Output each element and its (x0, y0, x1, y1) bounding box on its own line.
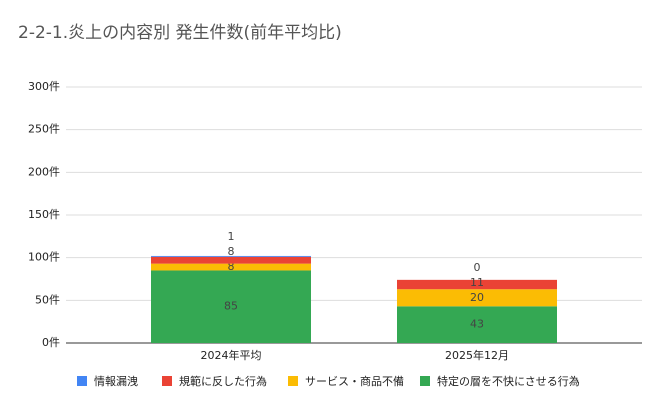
legend-swatch (162, 376, 172, 386)
legend-label: サービス・商品不備 (305, 374, 404, 388)
y-tick-label: 100件 (28, 251, 60, 264)
y-tick-label: 300件 (28, 80, 60, 93)
legend-swatch (420, 376, 430, 386)
chart-title: 2-2-1.炎上の内容別 発生件数(前年平均比) (18, 23, 342, 43)
legend-swatch (288, 376, 298, 386)
data-label: 8 (228, 245, 235, 258)
legend-label: 特定の層を不快にさせる行為 (437, 374, 580, 388)
data-label: 43 (470, 318, 484, 331)
y-tick-label: 200件 (28, 165, 60, 178)
y-tick-label: 0件 (42, 336, 60, 349)
data-label: 85 (224, 300, 238, 313)
bar-segment (397, 306, 557, 343)
data-label: 1 (228, 230, 235, 243)
data-label: 8 (228, 260, 235, 273)
x-tick-label: 2024年平均 (201, 348, 262, 362)
bar-segment (151, 263, 311, 271)
y-tick-label: 50件 (35, 293, 60, 306)
bar-segment (397, 279, 557, 290)
y-tick-label: 150件 (28, 208, 60, 221)
data-label: 11 (470, 276, 484, 289)
bar-segment (151, 256, 311, 264)
x-tick-label: 2025年12月 (445, 348, 509, 362)
bar-segment (397, 289, 557, 307)
data-label: 20 (470, 291, 484, 304)
data-label: 0 (474, 261, 481, 274)
bar-segment (151, 255, 311, 257)
legend-label: 情報漏洩 (94, 374, 138, 388)
legend-label: 規範に反した行為 (179, 374, 267, 388)
bar-segment (151, 270, 311, 343)
legend-swatch (77, 376, 87, 386)
y-tick-label: 250件 (28, 123, 60, 136)
